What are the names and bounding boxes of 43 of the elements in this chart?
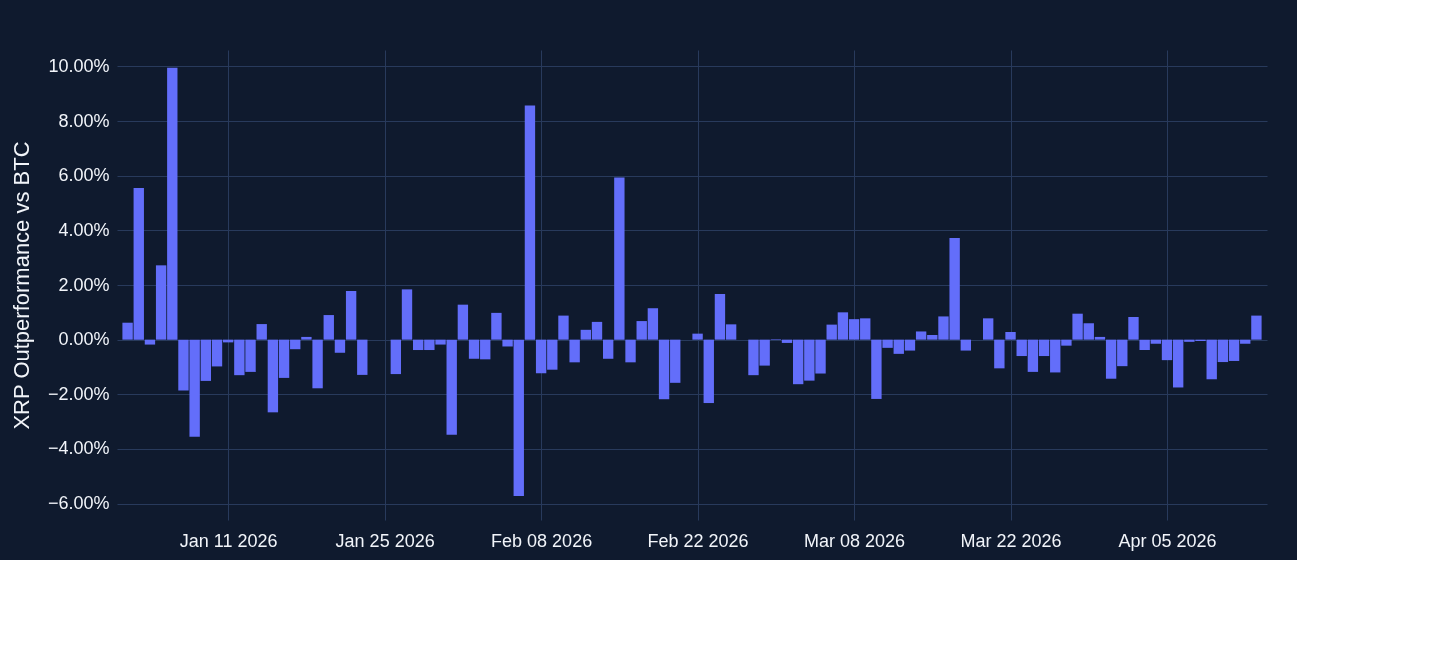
x-tick-label: Jan 25 2026 (335, 530, 435, 551)
x-tick-label: Apr 05 2026 (1118, 530, 1217, 551)
y-tick-label: 6.00% (58, 165, 110, 186)
bar (334, 339, 346, 353)
bar (614, 177, 625, 340)
y-tick-label: −6.00% (47, 493, 110, 514)
y-tick-label: 10.00% (48, 55, 110, 76)
bar (692, 333, 703, 340)
bar (524, 105, 536, 340)
bar (301, 336, 312, 340)
bar (1251, 315, 1262, 340)
x-tick-label: Mar 22 2026 (960, 530, 1062, 551)
x-tick-label: Jan 11 2026 (179, 530, 278, 551)
x-tick-label: Feb 22 2026 (647, 530, 749, 551)
bar (960, 339, 972, 351)
bar (602, 339, 614, 359)
y-axis-title: XRP Outperformance vs BTC (8, 141, 34, 430)
bar (491, 312, 502, 340)
bar (390, 339, 402, 375)
bar (982, 318, 994, 340)
bar (1128, 316, 1139, 340)
bar (558, 315, 569, 340)
y-tick-label: 4.00% (58, 219, 110, 240)
x-tick-label: Feb 08 2026 (491, 530, 593, 551)
bar (312, 339, 323, 389)
y-tick-label: 0.00% (58, 329, 110, 350)
y-tick-label: 2.00% (58, 274, 110, 295)
y-tick-label: 8.00% (58, 110, 110, 131)
bar (323, 315, 334, 340)
bar (256, 324, 267, 340)
bar (401, 289, 413, 340)
y-tick-label: −4.00% (47, 438, 110, 459)
bar (703, 339, 714, 404)
bar (625, 339, 636, 363)
bar (457, 304, 469, 340)
bar (994, 339, 1005, 369)
bar (357, 339, 368, 375)
bar (345, 291, 357, 340)
x-tick-label: Mar 08 2026 (804, 530, 906, 551)
bar (144, 339, 156, 345)
bar (569, 339, 580, 363)
bar (1005, 332, 1016, 340)
y-tick-label: −2.00% (47, 383, 110, 404)
